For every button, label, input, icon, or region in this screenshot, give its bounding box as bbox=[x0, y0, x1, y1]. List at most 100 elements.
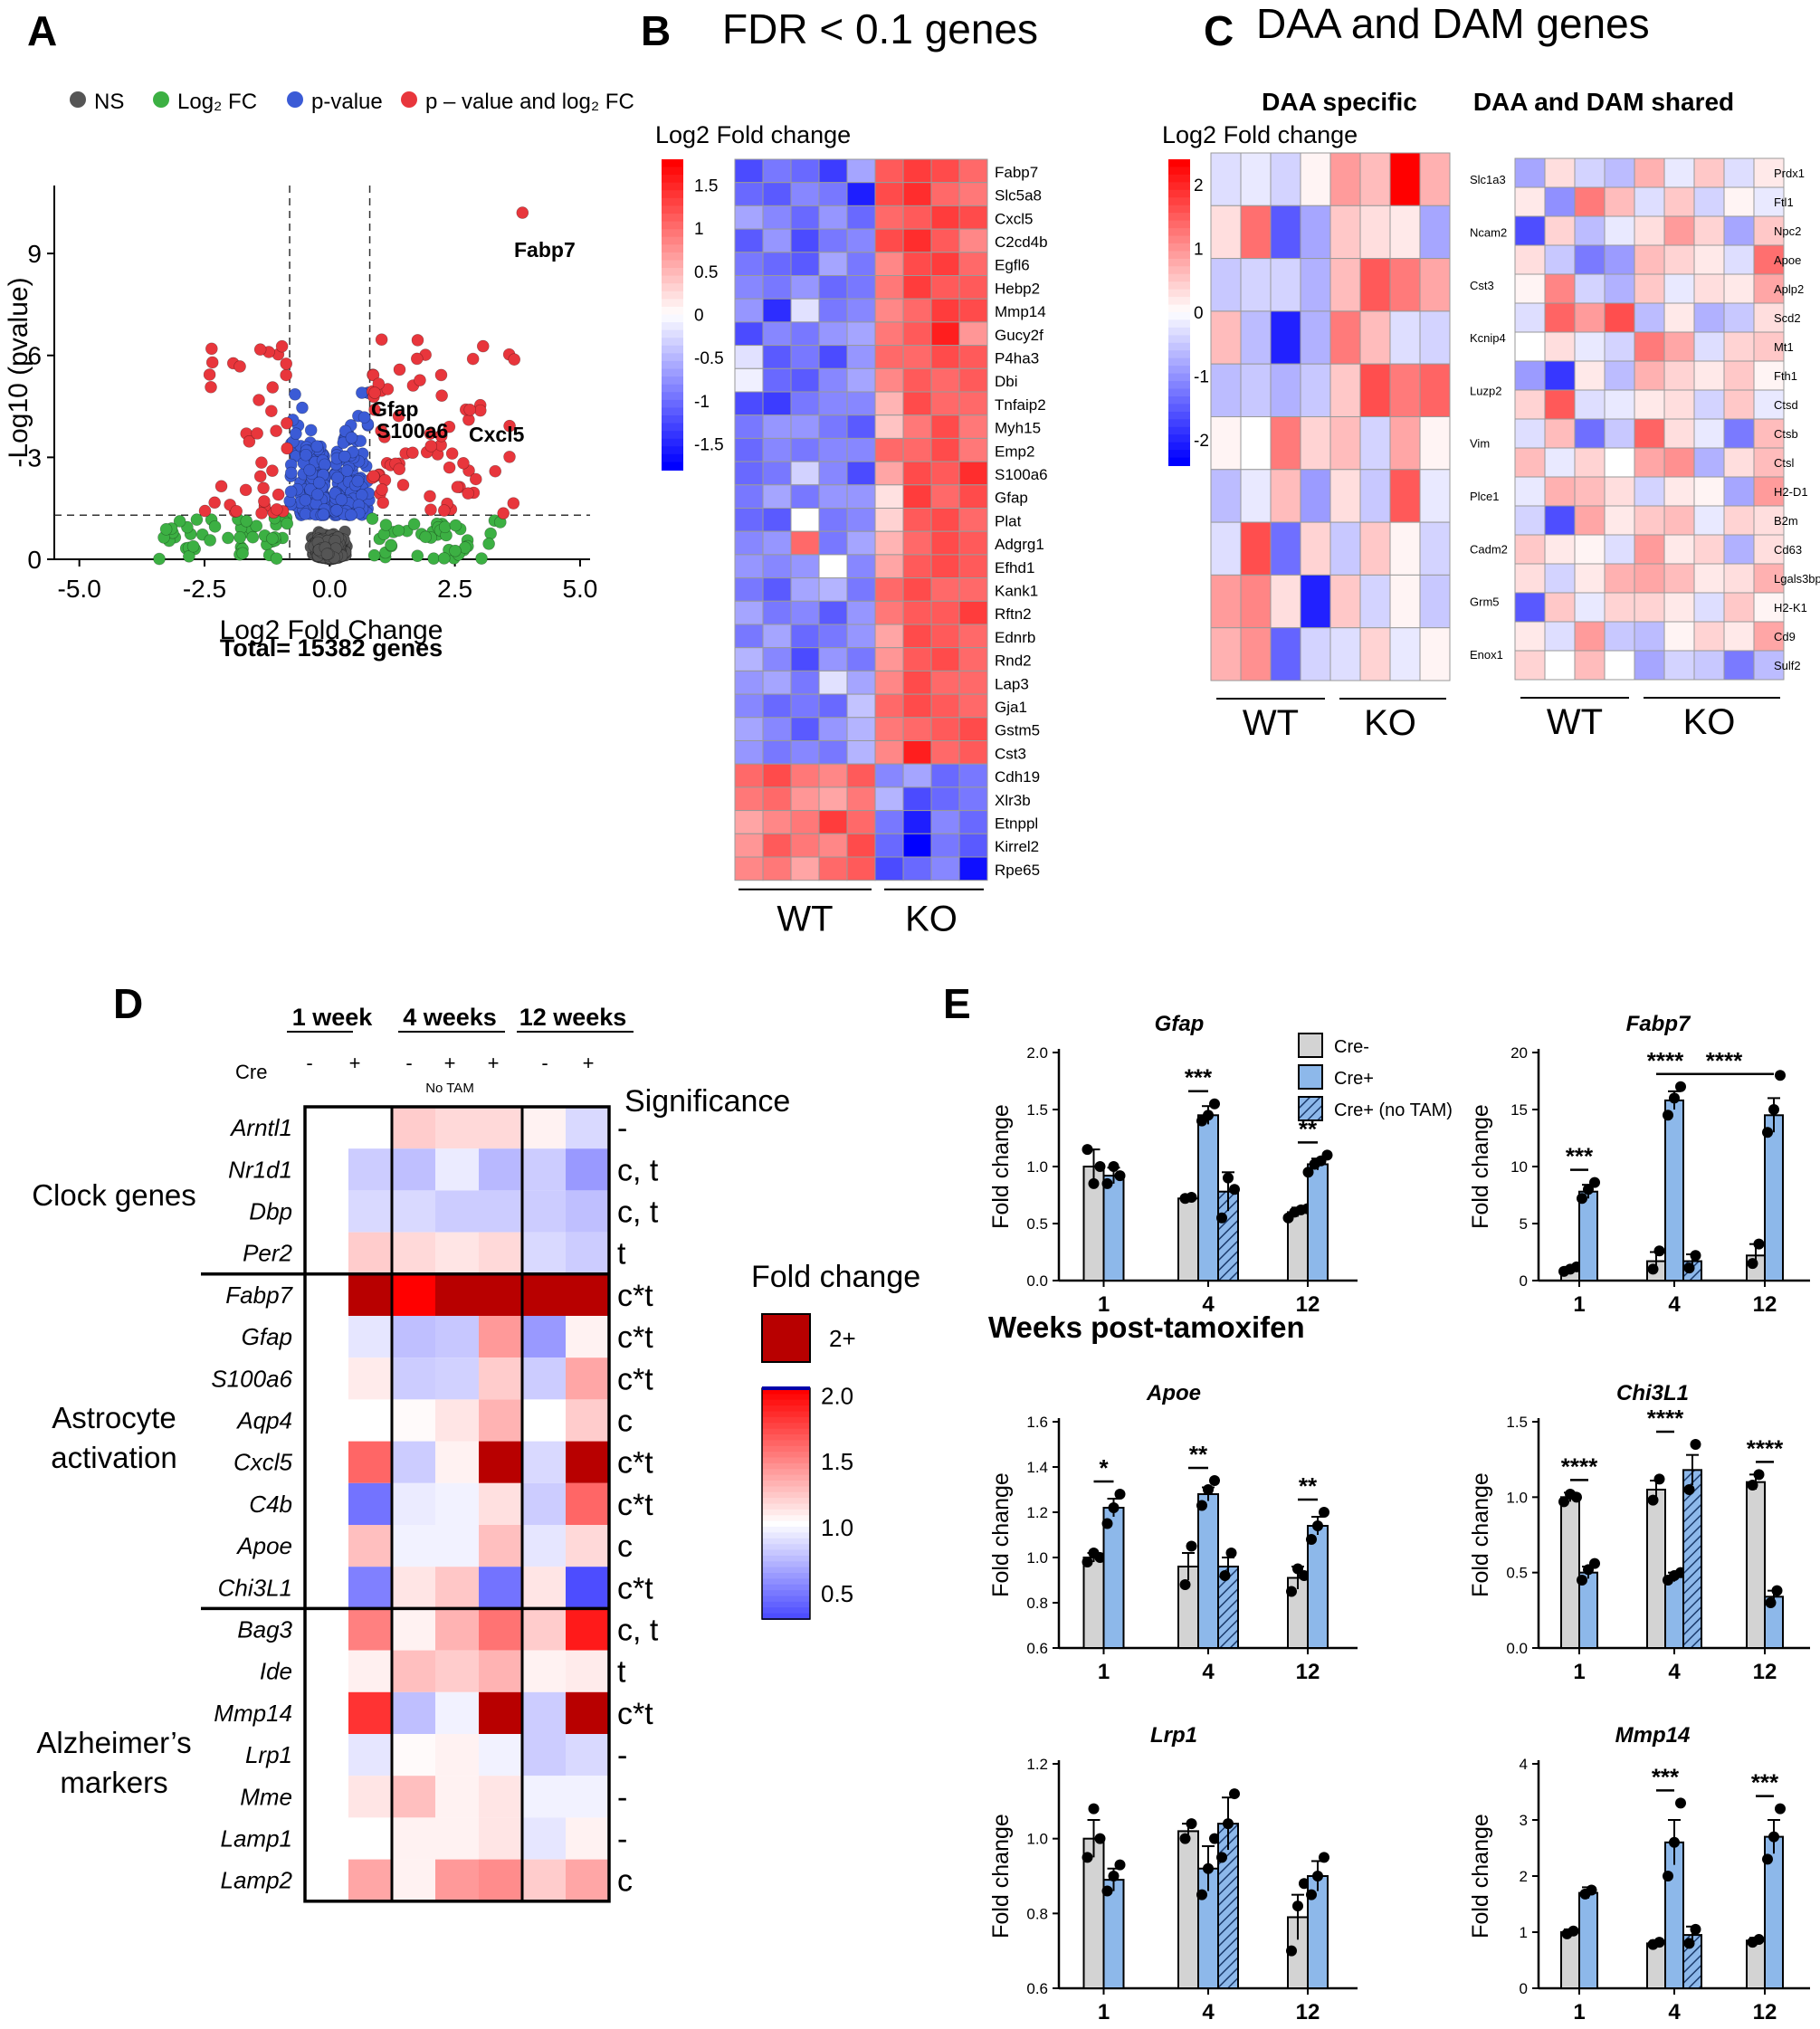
bar-data-point bbox=[1312, 1520, 1323, 1531]
heatmap-c-cell bbox=[1753, 505, 1785, 536]
heatmap-c-cell bbox=[1240, 310, 1272, 365]
heatmap-b-cell bbox=[958, 252, 988, 276]
heatmap-b-gene-label: Rftn2 bbox=[995, 605, 1032, 623]
colorbar-c-segment bbox=[1168, 182, 1190, 191]
heatmap-c-cell bbox=[1300, 310, 1331, 365]
heatmap-c-cell bbox=[1723, 505, 1755, 536]
heatmap-c-gene-label: Cst3 bbox=[1470, 279, 1494, 292]
heatmap-d-cell bbox=[392, 1316, 435, 1358]
heatmap-d-significance: t bbox=[617, 1237, 626, 1272]
heatmap-b-cell bbox=[818, 717, 848, 741]
heatmap-b-cell bbox=[930, 856, 960, 881]
colorbar-c-segment bbox=[1168, 235, 1190, 244]
volcano-point bbox=[375, 333, 388, 347]
heatmap-c-cell bbox=[1240, 521, 1272, 576]
heatmap-d-cell bbox=[566, 1107, 609, 1149]
heatmap-c-cell bbox=[1329, 310, 1361, 365]
volcano-point bbox=[243, 435, 256, 448]
volcano-point bbox=[281, 442, 293, 455]
bar-data-point bbox=[1775, 1070, 1786, 1081]
volcano-point bbox=[449, 544, 462, 557]
volcano-point bbox=[255, 456, 268, 469]
colorbar-c-segment bbox=[1168, 342, 1190, 352]
heatmap-b-cell bbox=[902, 763, 932, 788]
volcano-point bbox=[393, 363, 406, 376]
heatmap-b-cell bbox=[902, 740, 932, 765]
heatmap-b-cell bbox=[902, 275, 932, 300]
heatmap-b-cell bbox=[734, 158, 764, 184]
heatmap-c-cell bbox=[1240, 574, 1272, 629]
heatmap-b-cell bbox=[958, 717, 988, 741]
heatmap-b-gene-label: Gja1 bbox=[995, 699, 1027, 716]
heatmap-c-cell bbox=[1723, 215, 1755, 246]
volcano-point bbox=[203, 368, 216, 381]
heatmap-b-cell bbox=[790, 600, 820, 625]
bar-chart-y-label: Fold change bbox=[988, 1814, 1014, 1939]
heatmap-d-cell bbox=[435, 1316, 479, 1358]
heatmap-b-cell bbox=[734, 624, 764, 649]
heatmap-b-cell bbox=[958, 508, 988, 532]
heatmap-c-cell bbox=[1359, 469, 1391, 523]
heatmap-b-cell bbox=[958, 414, 988, 439]
heatmap-b-cell bbox=[818, 484, 848, 509]
bar-data-point bbox=[1114, 1170, 1126, 1182]
colorbar-c-segment bbox=[1168, 357, 1190, 367]
heatmap-c-cell bbox=[1419, 627, 1451, 681]
colorbar-b-segment bbox=[662, 392, 683, 401]
bar-data-point bbox=[1186, 1192, 1197, 1204]
heatmap-b-cell bbox=[874, 391, 904, 416]
heatmap-c-cell bbox=[1544, 331, 1576, 362]
volcano-point bbox=[266, 532, 279, 545]
heatmap-d-cell bbox=[479, 1567, 522, 1609]
colorbar-c-segment bbox=[1168, 319, 1190, 329]
bar-chart-x-tick-label: 1 bbox=[1573, 2000, 1585, 2024]
colorbar-c-segment bbox=[1168, 434, 1190, 443]
heatmap-c-cell bbox=[1723, 157, 1755, 188]
heatmap-c-gene-label: Ctsd bbox=[1774, 398, 1798, 412]
heatmap-d-cell bbox=[392, 1525, 435, 1567]
volcano-point bbox=[239, 483, 253, 497]
heatmap-b-cell bbox=[790, 298, 820, 323]
volcano-point bbox=[284, 466, 298, 480]
heatmap-b-cell bbox=[958, 647, 988, 672]
panel-d-colorbar-segment bbox=[762, 1498, 810, 1505]
heatmap-b-cell bbox=[902, 833, 932, 858]
heatmap-d-gene-label: Ide bbox=[260, 1658, 292, 1685]
colorbar-b-segment bbox=[662, 268, 683, 277]
volcano-x-tick-label: -5.0 bbox=[58, 575, 101, 603]
heatmap-c-cell bbox=[1574, 389, 1606, 420]
heatmap-d-significance: c*t bbox=[617, 1320, 653, 1355]
colorbar-b-segment bbox=[662, 338, 683, 347]
heatmap-b-cell bbox=[762, 508, 792, 532]
heatmap-b-gene-label: Gucy2f bbox=[995, 327, 1043, 344]
heatmap-b-cell bbox=[930, 252, 960, 276]
heatmap-d-cell bbox=[305, 1734, 348, 1777]
panel-c-subtitle-specific: DAA specific bbox=[1262, 88, 1417, 116]
heatmap-b-cell bbox=[762, 345, 792, 369]
panel-d-legend-2plus-swatch bbox=[761, 1313, 811, 1363]
heatmap-b-cell bbox=[790, 810, 820, 834]
colorbar-b-tick: 0 bbox=[694, 307, 704, 326]
panel-d-cre-sign: - bbox=[405, 1052, 412, 1074]
heatmap-c-cell bbox=[1574, 215, 1606, 246]
bar-data-point bbox=[1203, 1862, 1214, 1874]
heatmap-c-cell bbox=[1723, 621, 1755, 652]
heatmap-b-cell bbox=[930, 670, 960, 695]
heatmap-c-cell bbox=[1663, 650, 1695, 681]
bar-chart-y-tick-label: 1.2 bbox=[1026, 1756, 1048, 1773]
heatmap-c-cell bbox=[1210, 469, 1242, 523]
volcano-point bbox=[265, 405, 278, 417]
heatmap-b-cell bbox=[818, 321, 848, 347]
heatmap-c-cell bbox=[1359, 416, 1391, 471]
bar-data-point bbox=[1286, 1945, 1297, 1957]
heatmap-c-cell bbox=[1634, 563, 1665, 594]
heatmap-d-cell bbox=[348, 1273, 392, 1316]
heatmap-d-category-astrocyte: activation bbox=[51, 1441, 176, 1474]
heatmap-b-cell bbox=[734, 740, 764, 765]
panel-e-xaxis-title: Weeks post-tamoxifen bbox=[988, 1310, 1305, 1344]
heatmap-c-cell bbox=[1544, 186, 1576, 217]
bar-data-point bbox=[1577, 1193, 1587, 1205]
heatmap-b-cell bbox=[818, 763, 848, 788]
heatmap-c-cell bbox=[1693, 331, 1725, 362]
